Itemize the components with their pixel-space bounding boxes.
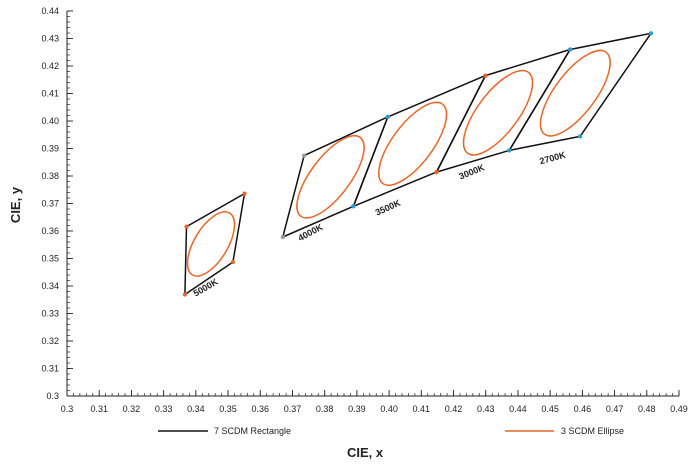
legend: 7 SCDM Rectangle 3 SCDM Ellipse [158,426,624,436]
vertex-point [182,292,187,297]
vertex-point [230,259,235,265]
x-tick-label: 0.35 [219,404,237,414]
vertex-point [184,224,189,229]
vertex-point [385,114,390,119]
rectangle-vertices [182,31,654,297]
scdm-ellipse-5000k [186,211,236,277]
y-tick-label: 0.41 [41,89,59,99]
x-tick-label: 0.38 [316,404,334,414]
x-tick-label: 0.33 [155,404,173,414]
x-tick-label: 0.42 [445,404,463,414]
y-tick-label: 0.37 [41,199,59,209]
y-tick-label: 0.31 [41,364,59,374]
x-tick-label: 0.39 [348,404,366,414]
y-tick-label: 0.36 [41,226,59,236]
vertex-point [507,148,512,153]
y-tick-label: 0.32 [41,336,59,346]
scdm-ellipses [186,49,611,277]
x-tick-label: 0.3 [61,404,74,414]
y-tick-label: 0.43 [41,34,59,44]
vertex-point [648,31,654,36]
x-tick-label: 0.49 [670,404,688,414]
y-tick-label: 0.33 [41,309,59,319]
scdm-ellipse-3500k [378,101,448,186]
vertex-point [483,73,488,78]
scdm-rectangles [184,32,652,296]
scdm-ellipse-2700k [539,49,611,137]
x-tick-label: 0.34 [187,404,205,414]
x-tick-label: 0.32 [123,404,141,414]
x-tick-label: 0.40 [380,404,398,414]
scdm-rectangle-3500k [352,74,487,208]
vertex-point [280,234,285,240]
y-tick-label: 0.42 [41,61,59,71]
cct-label-2700k: 2700K [538,150,567,167]
vertex-point [578,134,583,139]
scdm-rectangle-4000k [282,116,389,238]
x-axis-title: CIE, x [347,445,384,460]
x-tick-label: 0.43 [477,404,495,414]
vertex-point [301,153,307,158]
y-tick-label: 0.35 [41,254,59,264]
x-tick-label: 0.41 [413,404,431,414]
x-tick-label: 0.46 [574,404,592,414]
y-tick-label: 0.40 [41,116,59,126]
scdm-ellipse-4000k [296,134,365,219]
x-tick-label: 0.44 [509,404,527,414]
x-tick-label: 0.31 [90,404,108,414]
y-tick-label: 0.3 [46,391,59,401]
y-axis-title: CIE, y [8,186,23,223]
axes-group: 0.3 0.31 0.32 0.33 0.34 0.35 0.36 0.37 0.38 0.39 0… [41,6,687,414]
vertex-point [242,191,247,196]
legend-ellipse-label: 3 SCDM Ellipse [561,426,624,436]
x-tick-label: 0.48 [638,404,656,414]
x-tick-label: 0.45 [541,404,559,414]
legend-rectangle-label: 7 SCDM Rectangle [214,426,291,436]
scdm-ellipse-3000k [462,69,534,156]
y-tick-label: 0.39 [41,144,59,154]
cct-label-3500k: 3500K [374,197,403,217]
vertex-point [434,170,439,175]
x-tick-label: 0.36 [251,404,269,414]
x-tick-label: 0.37 [284,404,302,414]
x-tick-label: 0.47 [606,404,624,414]
y-tick-label: 0.34 [41,281,59,291]
y-tick-label: 0.44 [41,6,59,16]
y-tick-label: 0.38 [41,171,59,181]
vertex-point [351,204,356,209]
vertex-point [568,47,573,52]
